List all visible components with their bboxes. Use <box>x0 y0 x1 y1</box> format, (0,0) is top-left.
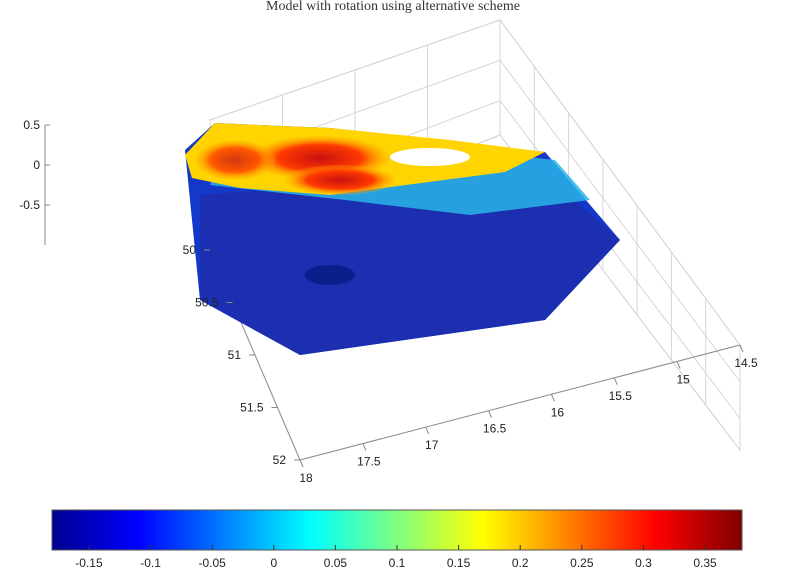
x-tick-label: 15 <box>676 372 690 386</box>
x-tick-mark <box>739 344 744 353</box>
hotspot-central <box>285 165 395 195</box>
x-tick-mark <box>299 459 304 468</box>
x-tick-label: 15.5 <box>609 389 633 403</box>
colorbar: -0.15 -0.1 -0.05 0 0.05 0.1 0.15 0.2 0.25 0.3 0.35 <box>51 509 743 570</box>
gridline <box>209 19 741 346</box>
y-tick-label: 50.5 <box>195 296 219 310</box>
x-axis-ticks: 14.5 15 15.5 16 16.5 17 17.5 18 <box>299 344 758 485</box>
colorbar-tick-label: 0.05 <box>324 556 348 570</box>
x-tick-label: 17.5 <box>357 455 381 469</box>
x-tick-label: 17 <box>425 438 439 452</box>
x-tick-label: 18 <box>299 471 313 485</box>
colorbar-tick-label: 0.25 <box>570 556 594 570</box>
z-tick-label: 0.5 <box>23 118 40 132</box>
x-tick-label: 16 <box>551 405 565 419</box>
colorbar-ticks: -0.15 -0.1 -0.05 0 0.05 0.1 0.15 0.2 0.25 0.3 0.35 <box>75 545 717 570</box>
y-axis-ticks: 50 50.5 51 51.5 52 <box>183 243 300 467</box>
z-tick-label: 0 <box>33 158 40 172</box>
colorbar-tick-label: 0 <box>270 556 277 570</box>
chart-title: Model with rotation using alternative sc… <box>266 0 520 14</box>
x-tick-label: 16.5 <box>483 422 507 436</box>
z-tick-label: -0.5 <box>19 198 40 212</box>
colorbar-tick-label: -0.1 <box>140 556 161 570</box>
colorbar-tick-label: 0.2 <box>512 556 529 570</box>
x-axis-line <box>299 344 741 461</box>
surface-gap <box>390 148 470 166</box>
x-tick-mark <box>613 377 618 386</box>
colorbar-tick-label: 0.3 <box>635 556 652 570</box>
surface-depression <box>305 265 355 285</box>
y-tick-label: 50 <box>183 243 197 257</box>
colorbar-tick-label: -0.15 <box>75 556 103 570</box>
z-axis-ticks: 0.5 0 -0.5 <box>19 118 50 212</box>
y-tick-label: 52 <box>273 453 287 467</box>
colorbar-tick-label: 0.1 <box>389 556 406 570</box>
surface-plot <box>185 123 620 355</box>
y-tick-label: 51.5 <box>240 401 264 415</box>
x-tick-mark <box>425 426 430 435</box>
colorbar-tick-label: 0.15 <box>447 556 471 570</box>
colorbar-scale <box>51 509 743 551</box>
hotspot-west <box>195 140 275 180</box>
x-tick-mark <box>550 394 555 402</box>
surface-lower <box>200 170 620 355</box>
colorbar-tick-label: 0.35 <box>693 556 717 570</box>
x-tick-label: 14.5 <box>734 356 758 370</box>
x-tick-mark <box>488 410 493 418</box>
y-tick-label: 51 <box>228 348 242 362</box>
x-tick-mark <box>362 443 367 451</box>
colorbar-tick-label: -0.05 <box>198 556 226 570</box>
x-tick-mark <box>676 361 681 369</box>
